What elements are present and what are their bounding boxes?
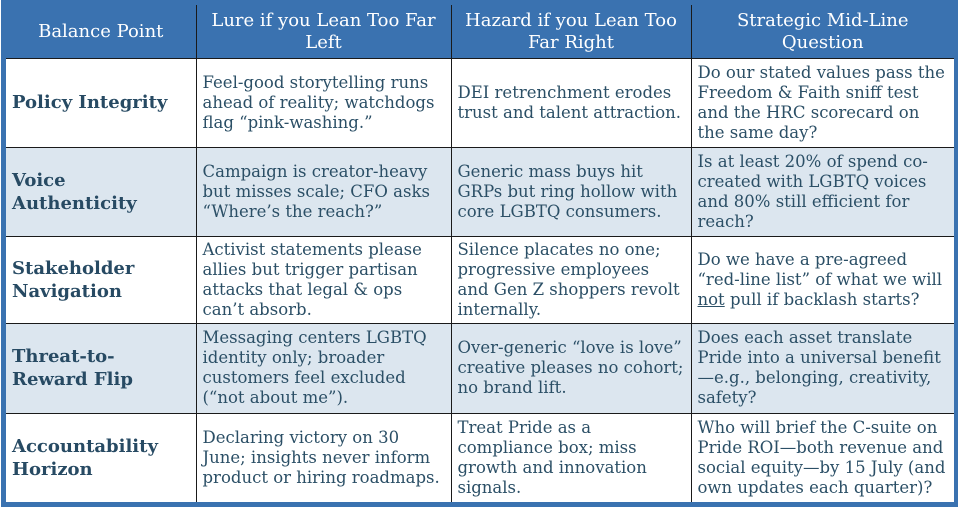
header-balance-point: Balance Point [6,5,197,59]
lure-left-cell: Activist statements please allies but tr… [195,235,452,324]
lure-left-cell: Declaring victory on 30 June; insights n… [195,412,452,502]
balance-table: Balance Point Lure if you Lean Too Far L… [6,5,954,502]
lure-left-cell: Messaging centers LGBTQ identity only; b… [195,322,452,414]
table-row: Accountability Horizon Declaring victory… [6,412,954,502]
balance-point-cell: Policy Integrity [6,58,197,148]
balance-point-cell: Voice Authenticity [6,146,197,237]
header-row: Balance Point Lure if you Lean Too Far L… [6,5,954,59]
table-row: Stakeholder Navigation Activist statemen… [6,235,954,324]
question-cell: Do we have a pre-agreed “red-line list” … [690,235,954,324]
hazard-right-cell: Silence placates no one; progressive emp… [450,235,692,324]
balance-point-cell: Stakeholder Navigation [6,235,197,324]
question-text-underlined: not [697,289,725,309]
lure-left-cell: Campaign is creator-heavy but misses sca… [195,146,452,237]
balance-point-cell: Threat-to-Reward Flip [6,322,197,414]
question-text-pre: Do we have a pre-agreed “red-line list” … [697,249,943,289]
question-cell: Does each asset translate Pride into a u… [690,322,954,414]
question-text-post: pull if backlash starts? [724,289,920,309]
lure-left-cell: Feel-good storytelling runs ahead of rea… [195,58,452,148]
table-row: Voice Authenticity Campaign is creator-h… [6,146,954,237]
table-row: Policy Integrity Feel-good storytelling … [6,58,954,148]
header-lure-left: Lure if you Lean Too Far Left [195,5,452,59]
hazard-right-cell: Treat Pride as a compliance box; miss gr… [450,412,692,502]
hazard-right-cell: DEI retrenchment erodes trust and talent… [450,58,692,148]
header-mid-line-question: Strategic Mid-Line Question [690,5,954,59]
balance-point-cell: Accountability Horizon [6,412,197,502]
question-cell: Who will brief the C-suite on Pride ROI—… [690,412,954,502]
hazard-right-cell: Over-generic “love is love” creative ple… [450,322,692,414]
question-cell: Is at least 20% of spend co-created with… [690,146,954,237]
header-hazard-right: Hazard if you Lean Too Far Right [450,5,692,59]
hazard-right-cell: Generic mass buys hit GRPs but ring holl… [450,146,692,237]
question-cell: Do our stated values pass the Freedom & … [690,58,954,148]
table-row: Threat-to-Reward Flip Messaging centers … [6,322,954,414]
